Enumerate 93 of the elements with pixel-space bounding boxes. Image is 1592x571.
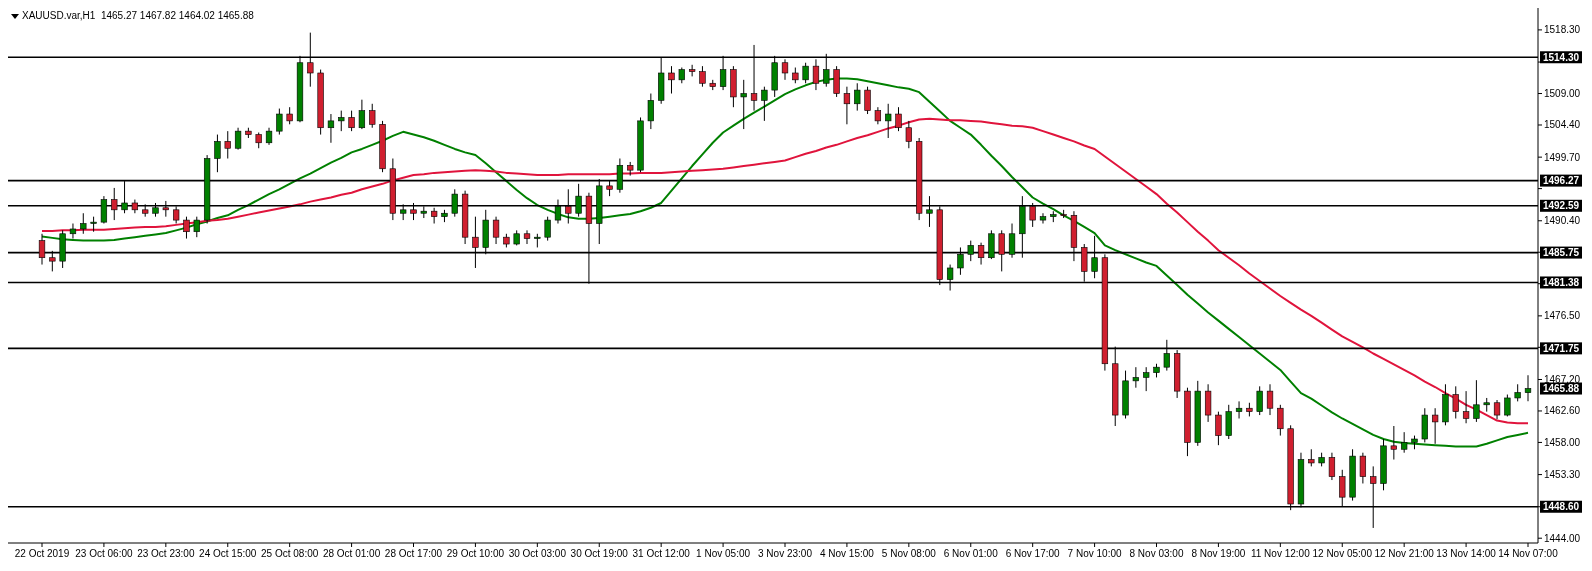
x-tick-label: 14 Nov 07:00: [1498, 548, 1559, 559]
candlestick: [833, 65, 840, 98]
candlestick: [647, 93, 654, 130]
candlestick: [1266, 383, 1274, 416]
candlestick: [1039, 212, 1047, 225]
y-tick-label: 1462.60: [1544, 405, 1581, 417]
candlestick: [1225, 404, 1232, 440]
x-tick-label: 8 Nov 03:00: [1129, 548, 1184, 559]
x-tick-label: 30 Oct 03:00: [508, 548, 567, 559]
candlestick: [80, 212, 87, 235]
candlestick: [1421, 407, 1428, 443]
y-tick-label: 1504.40: [1544, 119, 1581, 131]
x-tick-label: 4 Nov 15:00: [819, 548, 875, 559]
candlestick: [1390, 425, 1397, 461]
candlestick: [1452, 385, 1459, 419]
x-tick-label: 5 Nov 08:00: [881, 548, 937, 559]
text: 1465.88: [1542, 383, 1580, 395]
candlestick: [183, 216, 190, 240]
ref-line-label: 1496.27: [1542, 175, 1580, 187]
candlestick: [688, 64, 696, 77]
x-tick-label: 30 Oct 19:00: [570, 548, 629, 559]
candlestick: [1235, 400, 1243, 419]
candlestick: [327, 113, 335, 144]
y-tick-label: 1518.30: [1544, 24, 1581, 36]
candlestick: [1277, 404, 1284, 437]
x-tick-label: 31 Oct 12:00: [632, 548, 691, 559]
x-tick-label: 13 Nov 14:00: [1436, 548, 1497, 559]
candlestick: [905, 120, 912, 149]
y-tick-label: 1490.40: [1544, 215, 1581, 227]
candlestick: [348, 110, 355, 132]
y-tick-label: 1453.30: [1544, 469, 1581, 481]
candlestick: [1204, 383, 1212, 423]
x-tick-label: 28 Oct 17:00: [384, 548, 443, 559]
candlestick: [358, 99, 366, 130]
ref-line-label: 1514.30: [1542, 51, 1580, 63]
candlestick: [1431, 407, 1439, 445]
ref-line-label: 1471.75: [1542, 342, 1580, 354]
x-tick-label: 12 Nov 21:00: [1374, 548, 1435, 559]
candlestick: [1493, 399, 1501, 420]
ref-line-label: 1492.59: [1542, 200, 1580, 212]
candlestick: [1524, 374, 1532, 402]
x-tick-label: 1 Nov 05:00: [696, 548, 751, 559]
candlestick: [1256, 385, 1263, 416]
x-tick-label: 23 Oct 23:00: [137, 548, 195, 559]
candlestick: [1359, 452, 1367, 484]
x-tick-label: 29 Oct 10:00: [446, 548, 505, 559]
candlestick: [1132, 366, 1139, 389]
x-tick-label: 22 Oct 2019: [14, 548, 70, 559]
candlestick: [1215, 411, 1222, 446]
candlestick: [864, 86, 871, 115]
candlestick: [492, 216, 500, 245]
ref-line-label: 1448.60: [1542, 501, 1580, 513]
candlestick: [1473, 379, 1480, 423]
y-tick-label: 1444.00: [1544, 532, 1581, 544]
x-tick-label: 3 Nov 23:00: [758, 548, 813, 559]
y-tick-label: 1476.50: [1544, 310, 1581, 322]
candlestick: [69, 223, 77, 240]
candlestick: [854, 82, 861, 112]
candlestick: [544, 216, 551, 242]
candlestick: [193, 216, 200, 238]
x-tick-label: 11 Nov 12:00: [1250, 548, 1311, 559]
x-tick-label: 6 Nov 01:00: [943, 548, 999, 559]
y-tick-label: 1458.00: [1544, 436, 1581, 448]
candlestick: [224, 130, 231, 160]
x-tick-label: 7 Nov 10:00: [1067, 548, 1122, 559]
candlestick: [234, 127, 242, 151]
ref-line-label: 1481.38: [1542, 276, 1580, 288]
candlestick: [214, 134, 221, 173]
candlestick: [1328, 452, 1336, 481]
x-tick-label: 23 Oct 06:00: [75, 548, 133, 559]
candlestick: [338, 110, 345, 132]
ref-line-label: 1485.75: [1542, 247, 1580, 259]
x-tick-label: 25 Oct 08:00: [261, 548, 319, 559]
candlestick: [843, 86, 851, 125]
x-tick-label: 8 Nov 19:00: [1191, 548, 1246, 559]
candlestick: [668, 65, 675, 95]
x-tick-label: 12 Nov 05:00: [1312, 548, 1373, 559]
candlestick: [1462, 390, 1470, 424]
y-tick-label: 1467.20: [1544, 373, 1581, 385]
x-tick-label: 24 Oct 15:00: [199, 548, 257, 559]
candlestick: [885, 103, 892, 139]
candlestick: [761, 86, 768, 122]
y-tick-label: 1499.70: [1544, 151, 1581, 163]
candlestick: [699, 65, 706, 88]
candlestick: [369, 103, 376, 129]
candlestick: [523, 229, 531, 245]
chart-title: XAUUSD.var,H1 1465.27 1467.82 1464.02 1465.88: [22, 10, 255, 21]
candlestick: [1143, 366, 1150, 392]
x-tick-label: 6 Nov 17:00: [1005, 548, 1061, 559]
y-tick-label: 1509.00: [1544, 88, 1581, 100]
x-tick-label: 28 Oct 01:00: [322, 548, 381, 559]
candlestick: [895, 106, 902, 132]
candlestick: [276, 108, 283, 136]
